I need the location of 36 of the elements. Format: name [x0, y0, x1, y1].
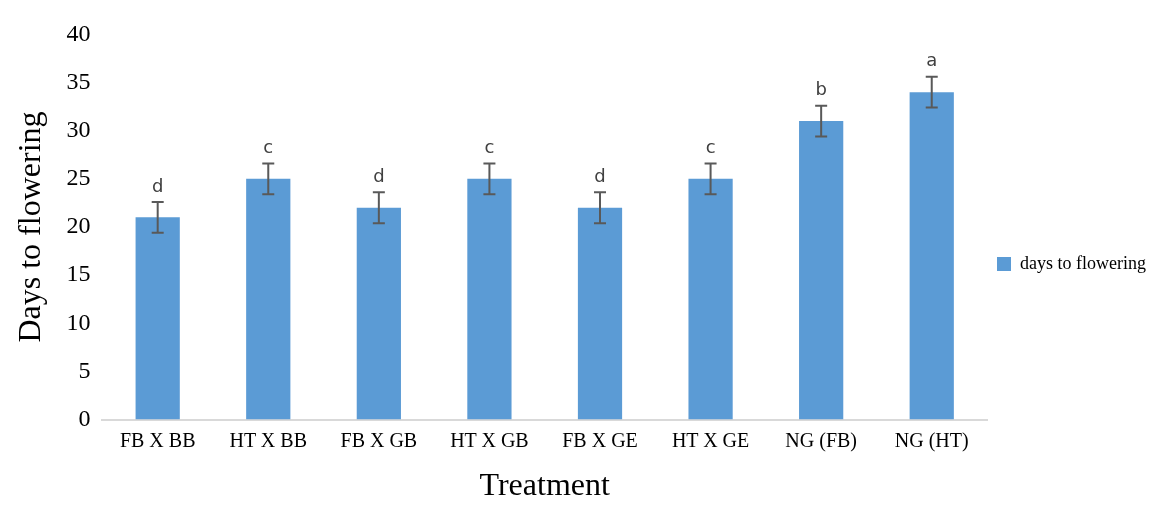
- bar: [467, 178, 512, 420]
- bar: [909, 92, 954, 420]
- y-tick-label: 15: [66, 260, 91, 287]
- bar: [688, 178, 733, 420]
- y-tick-label: 20: [66, 212, 91, 239]
- x-tick-label: NG (HT): [894, 428, 969, 452]
- x-tick-label: NG (FB): [785, 428, 857, 452]
- data-label: a: [926, 49, 938, 71]
- data-label: d: [594, 165, 606, 186]
- bar: [577, 207, 623, 420]
- data-label: d: [373, 165, 385, 186]
- x-tick-label: FB X GB: [340, 428, 418, 451]
- y-tick-label: 5: [78, 356, 91, 383]
- x-tick-label: HT X BB: [229, 428, 307, 451]
- x-tick-label: FB X GE: [562, 428, 638, 451]
- y-tick-label: 0: [78, 404, 91, 431]
- y-tick-label: 25: [66, 164, 91, 191]
- data-label: c: [705, 136, 716, 158]
- data-label: b: [815, 78, 827, 100]
- x-tick-label: HT X GB: [450, 428, 529, 451]
- bar: [799, 121, 844, 420]
- bar: [246, 178, 291, 420]
- data-label: d: [151, 174, 164, 196]
- bar: [135, 217, 180, 420]
- bar: [356, 207, 401, 420]
- y-tick-label: 30: [66, 116, 91, 142]
- y-axis-title: Days to flowering: [10, 111, 47, 343]
- x-tick-label: FB X BB: [119, 428, 196, 451]
- y-tick-label: 10: [66, 308, 91, 335]
- x-tick-label: HT X GE: [671, 428, 750, 451]
- data-label: c: [263, 136, 274, 158]
- x-axis-title: Treatment: [479, 466, 610, 503]
- data-label: c: [484, 136, 495, 158]
- y-tick-label: 40: [66, 19, 91, 46]
- legend-label: days to flowering: [1020, 252, 1147, 273]
- y-tick-label: 35: [66, 67, 91, 94]
